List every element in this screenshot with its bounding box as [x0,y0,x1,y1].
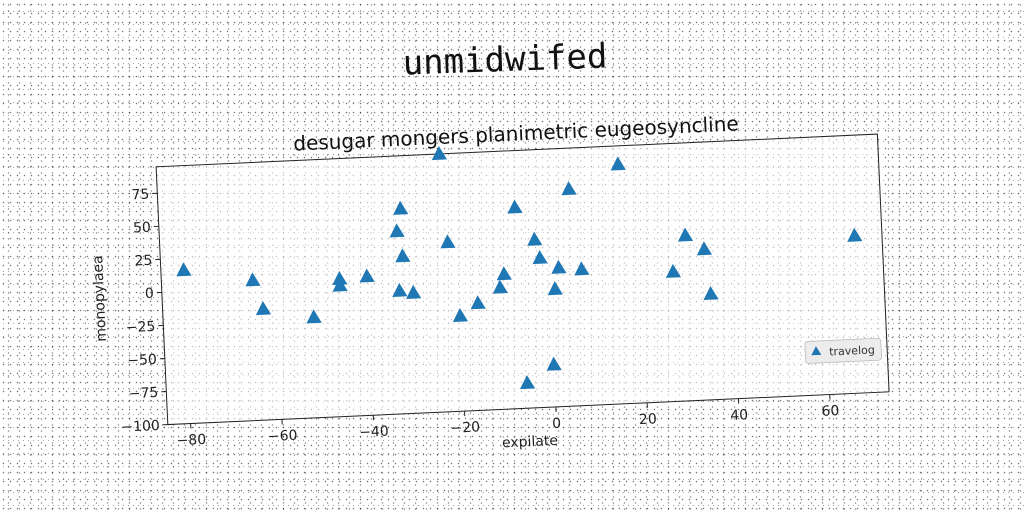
data-point [574,261,590,276]
data-point [551,259,567,274]
y-tick-label: −50 [127,352,157,369]
data-point [306,309,322,324]
data-point [507,199,523,214]
data-point [546,356,562,371]
x-tick-label: −40 [359,424,389,441]
y-axis-label: monopylaea [90,255,110,342]
data-point [440,234,456,249]
data-point [255,300,272,316]
data-point [389,223,405,238]
legend-frame [804,337,882,364]
data-point [547,281,563,296]
data-point [519,375,536,390]
y-tick-label: 25 [134,253,153,270]
legend: travelog [804,337,882,364]
data-point [703,285,719,301]
data-point [332,277,348,292]
data-point [496,266,512,281]
data-point [492,279,508,294]
data-point [532,250,548,265]
data-point [176,262,192,277]
data-point [561,181,577,196]
data-point [527,231,543,246]
data-point [677,227,694,242]
data-point [847,227,863,242]
legend-marker [811,346,822,356]
x-tick-label: 20 [639,411,658,428]
y-tick-label: 75 [131,187,150,204]
legend-label-travelog: travelog [829,343,875,358]
data-point [332,271,348,286]
data-point [665,263,682,278]
x-tick-label: −60 [268,428,298,445]
data-point [452,307,469,323]
y-tick-label: 0 [145,286,155,302]
y-tick-label: −25 [125,319,155,336]
data-point [610,156,626,171]
data-point [392,282,408,297]
data-point [359,268,375,283]
x-axis-label: expilate [502,433,559,452]
y-tick-label: 50 [133,220,152,237]
data-point [245,272,261,287]
y-tick-label: −100 [121,418,160,436]
data-point [406,284,422,299]
data-point [393,200,409,215]
y-tick-label: −75 [128,385,158,402]
x-tick-label: 40 [730,407,749,424]
x-tick-label: −20 [450,419,480,436]
data-point [395,248,411,263]
plot-area [155,133,890,426]
x-tick-label: 60 [821,403,840,420]
x-tick-label: −80 [176,432,206,449]
data-point [431,145,447,161]
data-point [696,241,713,256]
data-point [470,295,486,310]
x-tick-label: 0 [552,416,562,432]
